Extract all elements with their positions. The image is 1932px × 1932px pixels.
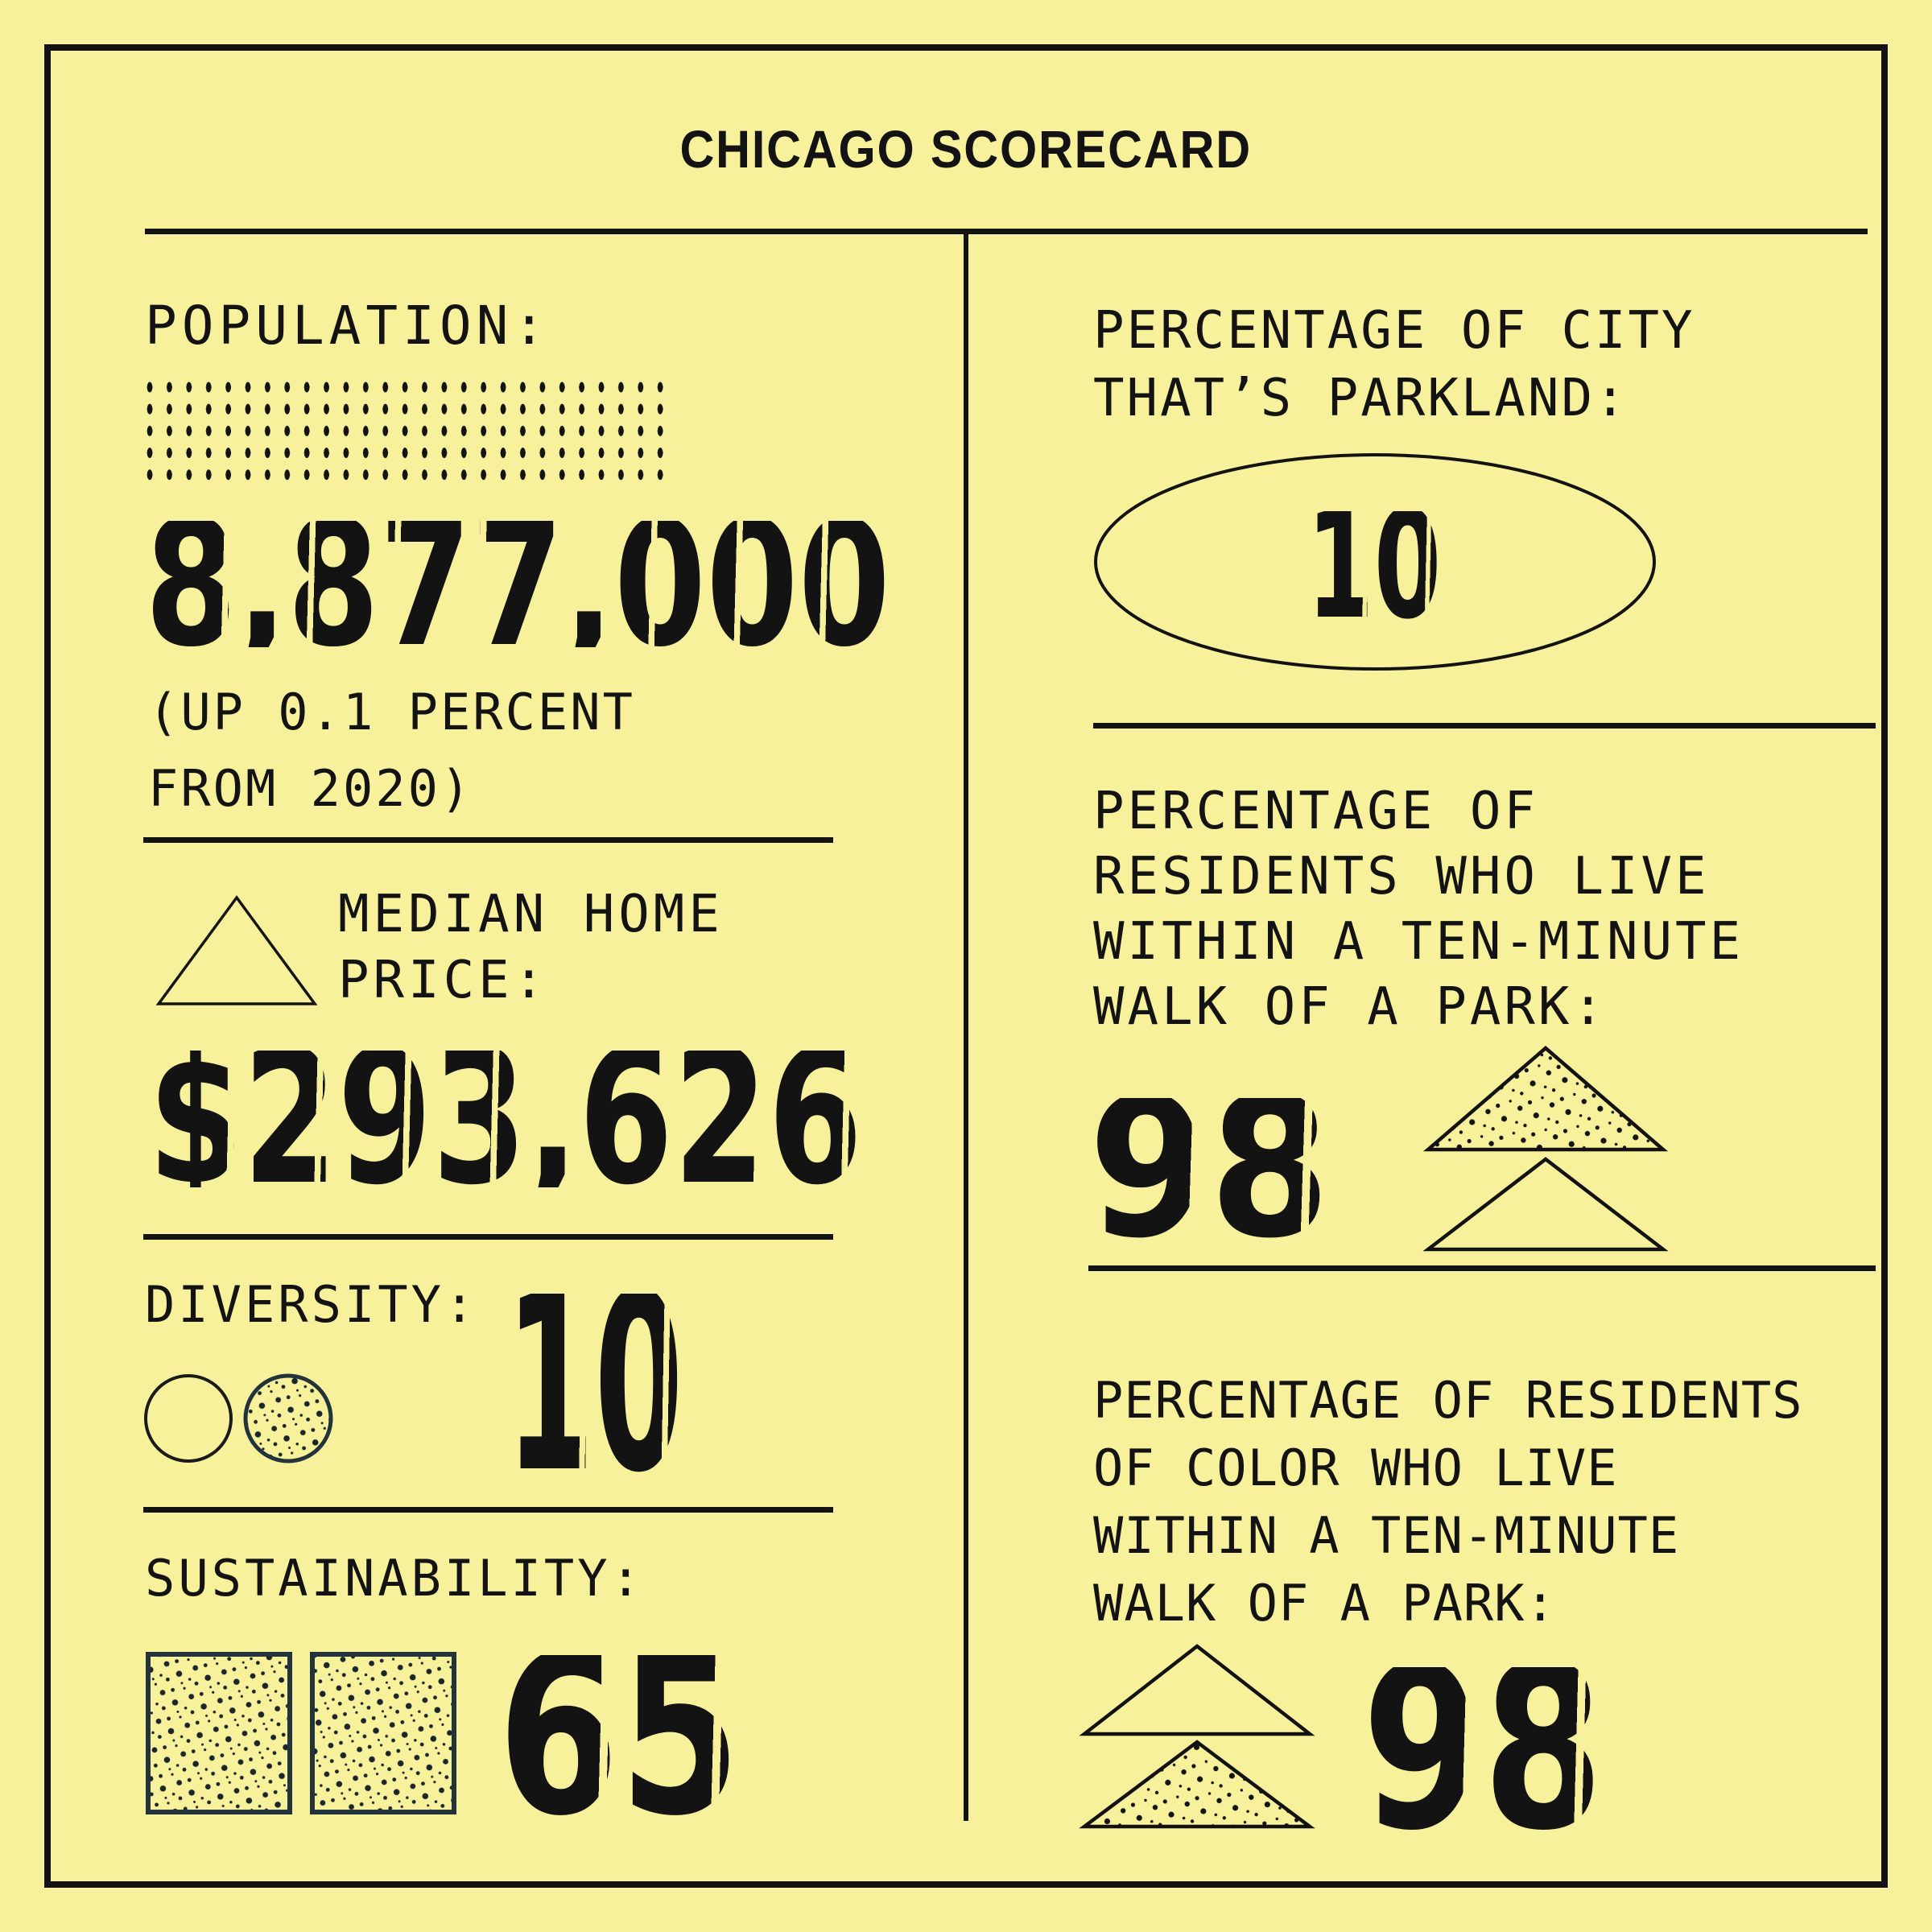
circle-outline-icon [144,1374,233,1463]
title-divider [145,229,1868,234]
walk-park-color-label: PERCENTAGE OF RESIDENTS OF COLOR WHO LIV… [1093,1367,1803,1637]
walk-park-color-label-line3: WITHIN A TEN-MINUTE [1093,1506,1680,1565]
page-title: CHICAGO SCORECARD [679,119,1253,179]
median-home-label: MEDIAN HOME PRICE: [338,881,724,1013]
triangle-dotted-icon [1422,1046,1669,1152]
divider-population-median [143,837,833,843]
parkland-label-line2: THAT’S PARKLAND: [1093,369,1629,428]
population-value: 8,877,000 [145,483,891,685]
walk-park-label-line3: WITHIN A TEN-MINUTE [1093,912,1744,972]
walk-park-color-label-line1: PERCENTAGE OF RESIDENTS [1093,1371,1803,1430]
median-home-label-line1: MEDIAN HOME [338,885,724,944]
divider-parkland-walk [1093,723,1876,729]
sustainability-squares [146,1652,456,1814]
parkland-label-line1: PERCENTAGE OF CITY [1093,301,1695,361]
median-home-value: $293,626 [148,1011,863,1226]
divider-median-diversity [143,1234,833,1240]
triangle-outline-icon [1422,1157,1669,1252]
walk-park-label-line2: RESIDENTS WHO LIVE [1093,847,1710,906]
divider-diversity-sustainability [143,1507,833,1513]
population-note: (UP 0.1 PERCENT FROM 2020) [148,674,635,827]
population-note-line2: FROM 2020) [148,759,473,818]
dot-grid-icon [140,377,673,486]
population-label: POPULATION: [145,295,551,357]
walk-park-color-label-line2: OF COLOR WHO LIVE [1093,1439,1618,1497]
population-note-line1: (UP 0.1 PERCENT [148,683,635,741]
square-dotted-icon [146,1652,292,1814]
column-divider [964,229,968,1821]
walk-park-color-label-line4: WALK OF A PARK: [1093,1574,1556,1633]
diversity-circles [144,1373,333,1463]
walk-park-label-line1: PERCENTAGE OF [1093,782,1538,841]
parkland-label: PERCENTAGE OF CITY THAT’S PARKLAND: [1093,297,1695,432]
parkland-value: 10 [1307,478,1442,652]
walk-park-label: PERCENTAGE OF RESIDENTS WHO LIVE WITHIN … [1093,779,1744,1040]
walk-park-color-triangles [1079,1644,1315,1829]
square-dotted-icon [310,1652,456,1814]
walk-park-triangles [1422,1046,1669,1252]
diversity-label: DIVERSITY: [145,1275,478,1334]
triangle-outline-icon [1079,1644,1315,1736]
sustainability-value: 65 [497,1607,741,1864]
circle-dotted-icon [243,1373,333,1463]
diversity-value: 10 [506,1241,683,1526]
walk-park-label-line4: WALK OF A PARK: [1093,977,1607,1037]
median-home-label-line2: PRICE: [338,951,549,1010]
divider-walk-color [1088,1265,1876,1271]
walk-park-color-value: 98 [1362,1618,1604,1880]
triangle-outline-icon [155,895,318,1005]
card-border [44,44,1888,1888]
sustainability-label: SUSTAINABILITY: [145,1549,644,1608]
walk-park-value: 98 [1088,1055,1331,1281]
ellipse-outline-icon [1094,453,1656,671]
triangle-dotted-icon [1079,1740,1315,1829]
